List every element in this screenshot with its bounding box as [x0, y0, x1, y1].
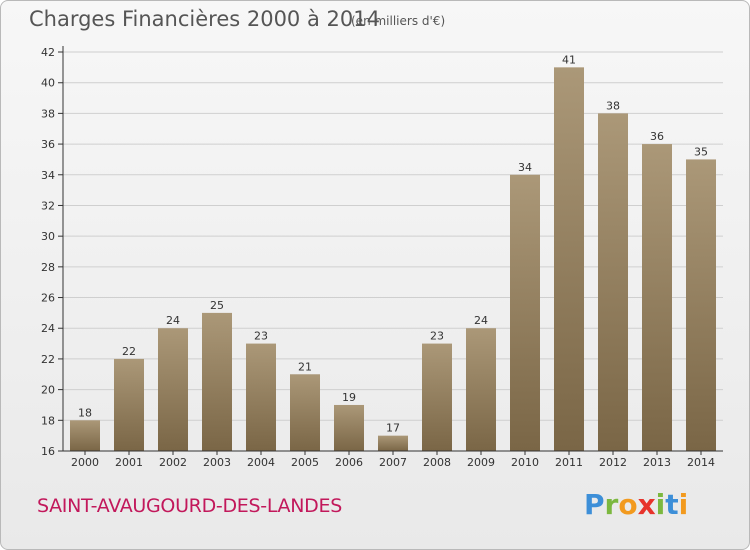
y-tick-label: 42	[41, 46, 55, 59]
y-tick-label: 40	[41, 77, 55, 90]
bar	[114, 358, 144, 451]
axes: 16 18 20 22 24 26 28 30 32 34 36 38 40 42 2000 2001 2002…	[41, 46, 723, 469]
y-tick-label: 30	[41, 230, 55, 243]
y-tick-label: 38	[41, 107, 55, 120]
bar-value-label: 41	[562, 53, 576, 66]
commune-name: SAINT-AVAUGOURD-DES-LANDES	[37, 495, 342, 517]
bar	[202, 312, 232, 451]
bar	[70, 420, 100, 451]
bar	[158, 328, 188, 451]
logo-letter: i	[678, 488, 689, 521]
bar-value-label: 38	[606, 99, 620, 112]
bar-value-label: 36	[650, 130, 664, 143]
bar	[334, 404, 364, 451]
logo-letter: P	[584, 488, 605, 521]
bars: 18 22 24 25 23 21 19 17 23 24 34 41 38 36 35	[70, 53, 716, 452]
x-tick-label: 2000	[71, 456, 99, 469]
logo-letter: x	[637, 488, 656, 521]
logo-letter: i	[655, 488, 666, 521]
x-tick-label: 2013	[643, 456, 671, 469]
bar-value-label: 18	[78, 406, 92, 419]
chart-subtitle: (en milliers d'€)	[351, 14, 446, 28]
x-tick-label: 2007	[379, 456, 407, 469]
bar	[554, 67, 584, 451]
bar-value-label: 23	[430, 330, 444, 343]
proxiti-logo: Proxiti	[584, 488, 688, 521]
bar-value-label: 17	[386, 422, 400, 435]
bar-value-label: 35	[694, 145, 708, 158]
bar-value-label: 25	[210, 299, 224, 312]
x-tick-label: 2014	[687, 456, 715, 469]
y-tick-label: 20	[41, 384, 55, 397]
bar	[686, 159, 716, 451]
logo-letter: r	[604, 488, 619, 521]
bar	[246, 343, 276, 451]
bar-value-label: 24	[166, 314, 180, 327]
x-tick-label: 2002	[159, 456, 187, 469]
x-tick-label: 2011	[555, 456, 583, 469]
y-tick-label: 26	[41, 292, 55, 305]
bar-value-label: 34	[518, 161, 532, 174]
x-tick-label: 2006	[335, 456, 363, 469]
y-tick-label: 22	[41, 353, 55, 366]
bar-value-label: 23	[254, 330, 268, 343]
bar-value-label: 24	[474, 314, 488, 327]
bar-value-label: 19	[342, 391, 356, 404]
x-tick-label: 2003	[203, 456, 231, 469]
y-tick-label: 32	[41, 199, 55, 212]
x-tick-label: 2009	[467, 456, 495, 469]
y-tick-label: 24	[41, 322, 55, 335]
y-tick-label: 16	[41, 445, 55, 458]
x-tick-label: 2004	[247, 456, 275, 469]
y-tick-label: 36	[41, 138, 55, 151]
bar-value-label: 22	[122, 345, 136, 358]
bar	[290, 374, 320, 451]
x-tick-label: 2005	[291, 456, 319, 469]
y-tick-label: 18	[41, 414, 55, 427]
logo-letter: o	[618, 488, 638, 521]
bar	[642, 144, 672, 452]
x-tick-label: 2010	[511, 456, 539, 469]
x-tick-label: 2008	[423, 456, 451, 469]
bar	[510, 174, 540, 451]
y-tick-label: 28	[41, 261, 55, 274]
bar-value-label: 21	[298, 360, 312, 373]
bar	[378, 435, 408, 451]
logo-letter: t	[665, 488, 679, 521]
bar	[466, 328, 496, 451]
x-tick-label: 2012	[599, 456, 627, 469]
x-tick-label: 2001	[115, 456, 143, 469]
bar	[422, 343, 452, 451]
bar	[598, 113, 628, 451]
chart-title: Charges Financières 2000 à 2014	[29, 7, 380, 31]
y-tick-label: 34	[41, 169, 55, 182]
